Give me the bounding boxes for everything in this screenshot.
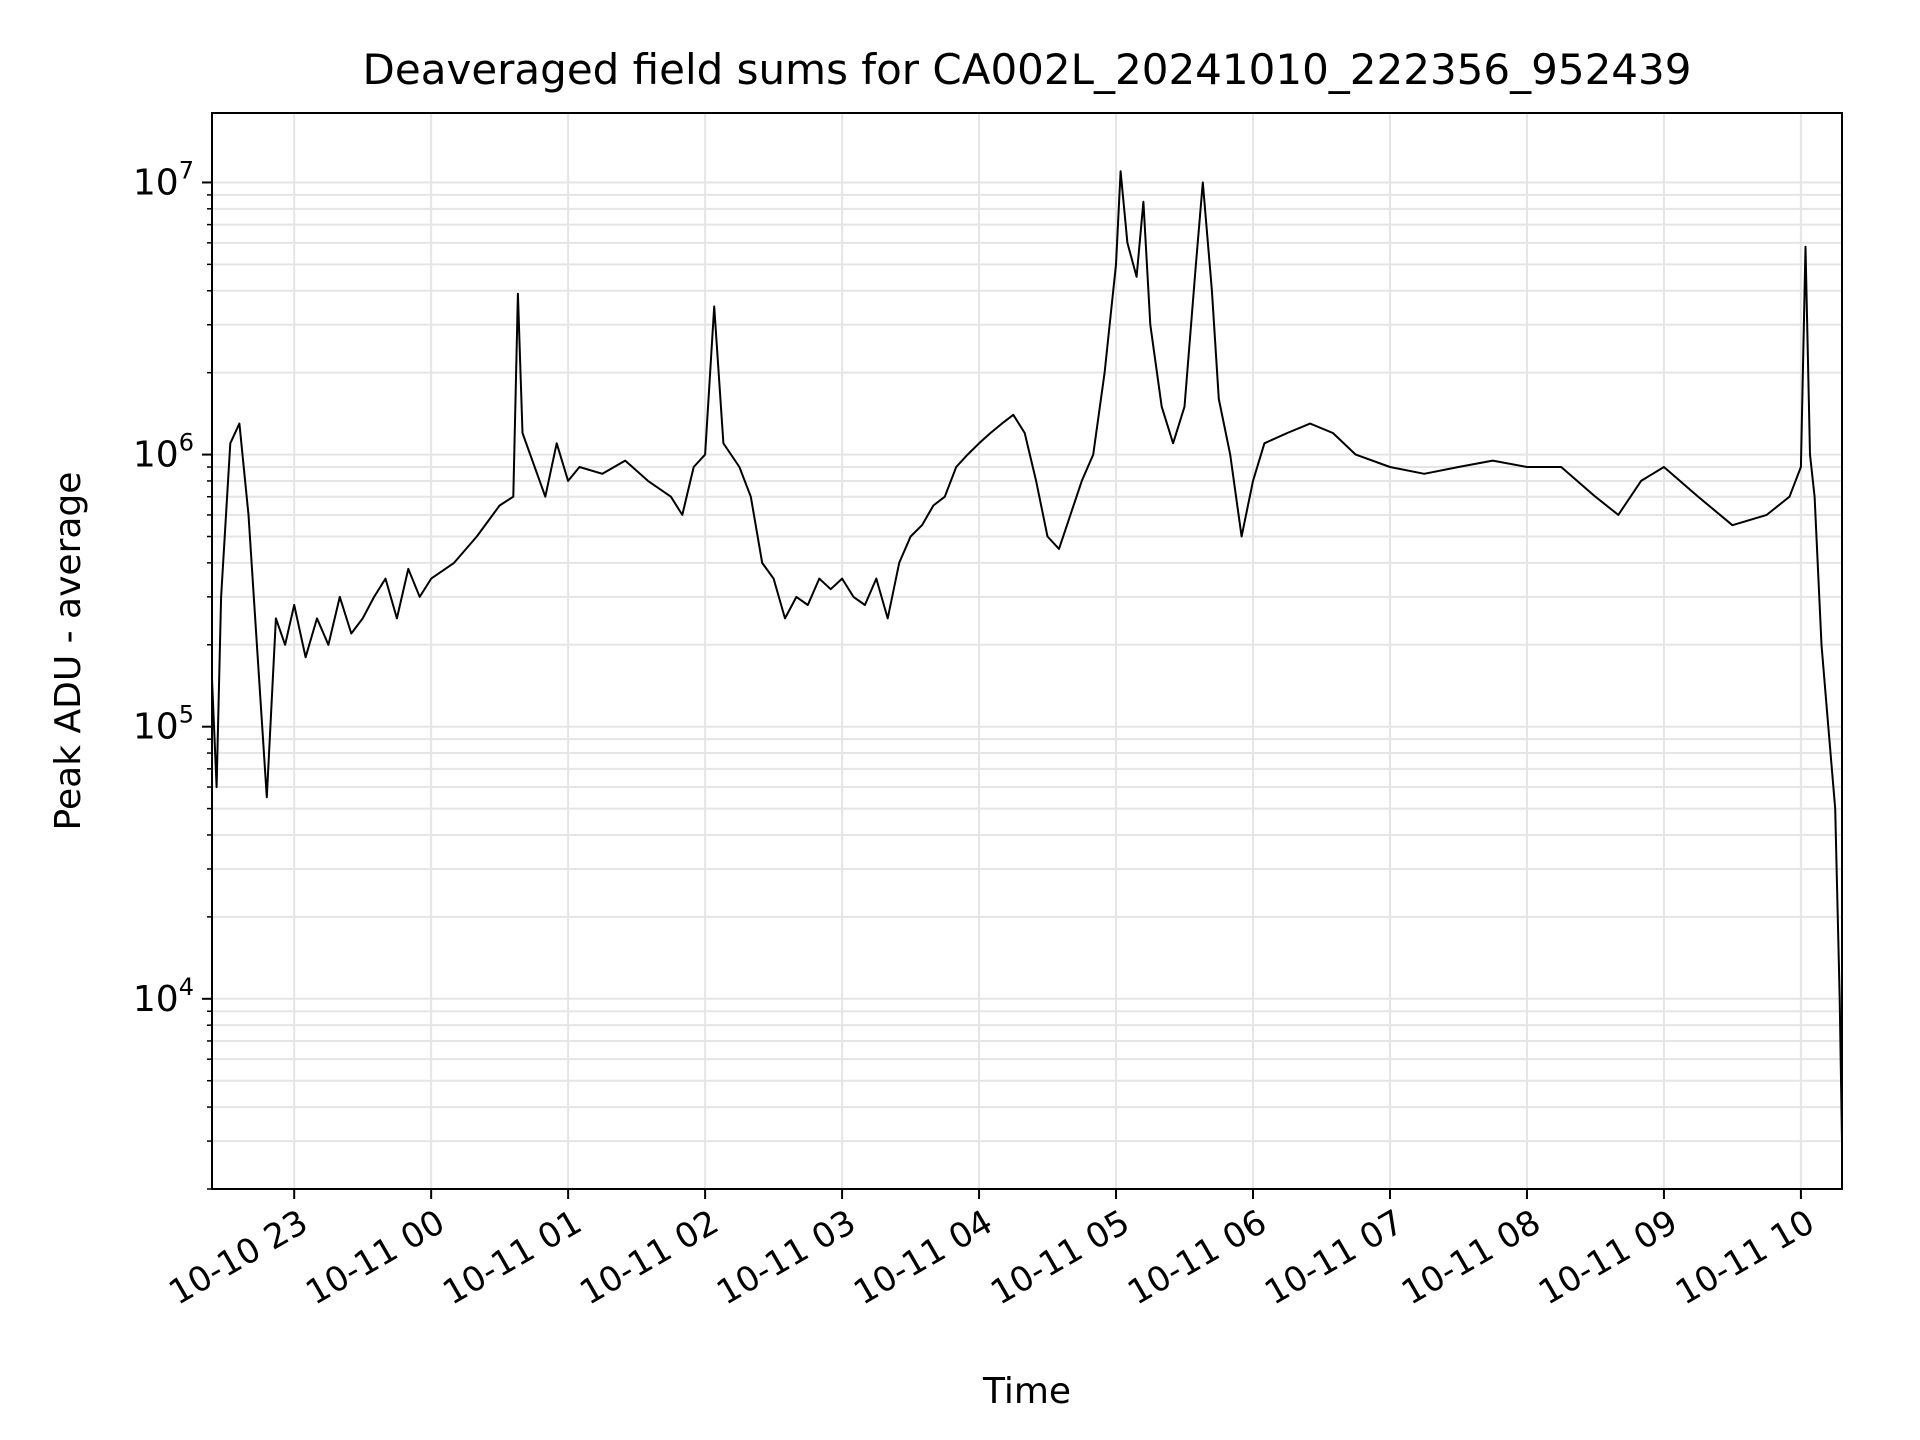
x-axis-label: Time <box>982 1371 1071 1412</box>
y-axis: 104 105 106 107 <box>133 156 212 1190</box>
y-tick-label: 105 <box>133 701 194 748</box>
y-tick-label: 104 <box>133 973 194 1020</box>
chart-title: Deaveraged field sums for CA002L_2024101… <box>363 45 1692 94</box>
plot-frame <box>211 112 1843 1190</box>
y-tick-label: 107 <box>133 156 194 203</box>
series-layer <box>211 170 1843 1142</box>
series-line <box>211 170 1843 1142</box>
grid <box>212 113 1842 1190</box>
y-axis-label: Peak ADU - average <box>48 472 89 831</box>
y-tick-label: 106 <box>133 429 194 476</box>
